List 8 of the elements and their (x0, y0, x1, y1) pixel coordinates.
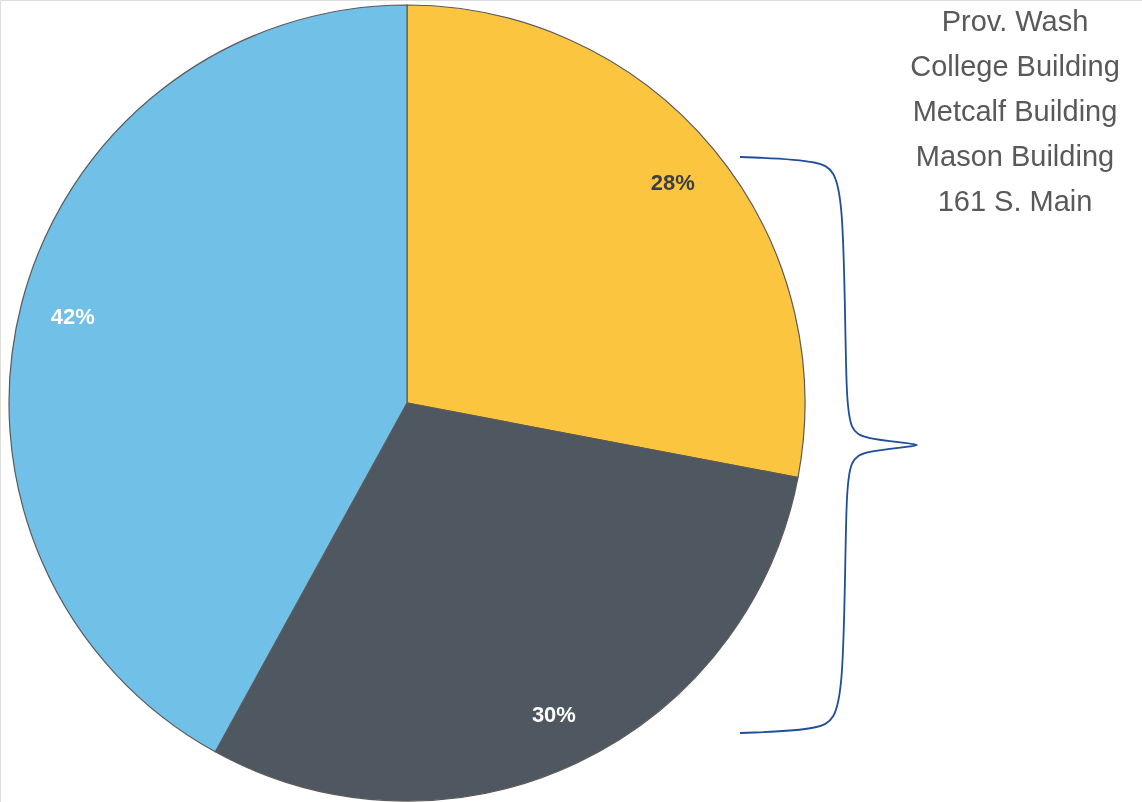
text: Mason Building (915, 140, 1115, 172)
text: Metcalf Building (912, 95, 1118, 127)
text: College Building (910, 50, 1120, 82)
data-label: 30% (531, 702, 576, 728)
text: Prov. Wash (941, 5, 1089, 37)
data-label: 28% (650, 170, 695, 196)
data-label: 42% (50, 304, 95, 330)
text: 161 S. Main (937, 185, 1093, 217)
